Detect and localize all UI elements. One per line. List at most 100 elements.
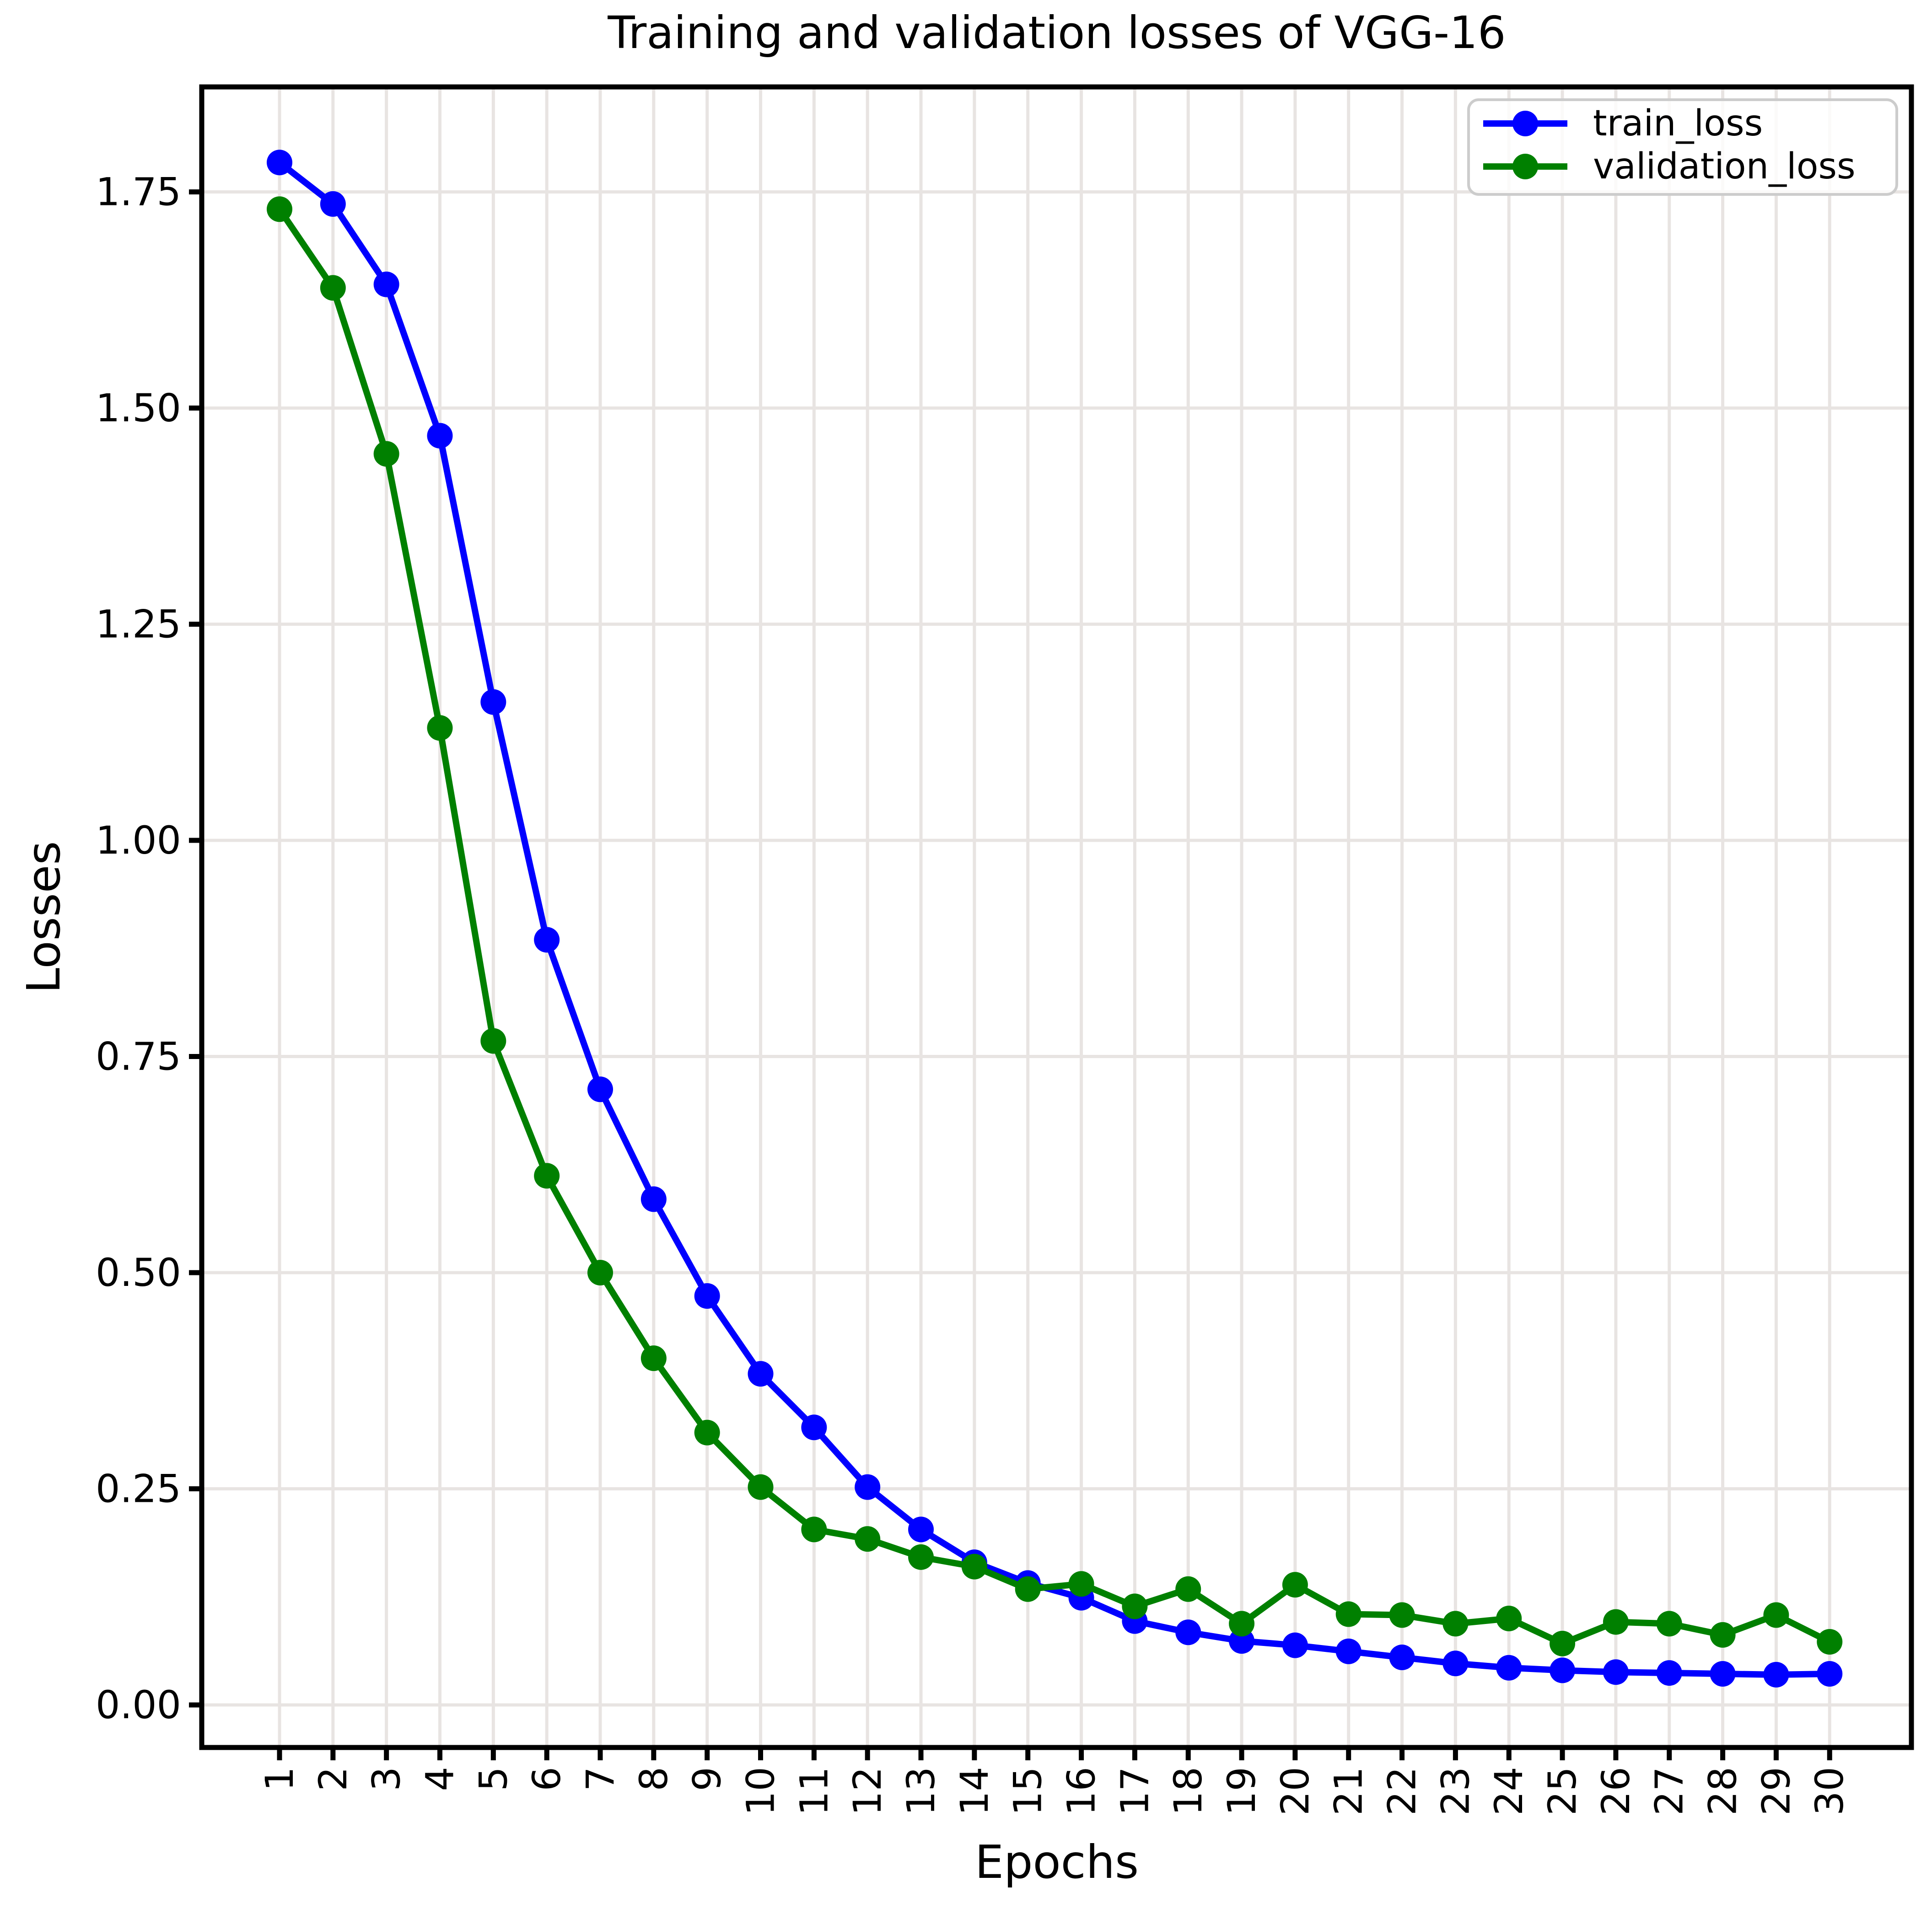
x-tick-label: 21 (1326, 1767, 1371, 1816)
data-point-validation_loss (373, 441, 399, 467)
data-point-train_loss (748, 1361, 774, 1387)
data-point-validation_loss (1603, 1609, 1629, 1635)
data-point-validation_loss (266, 196, 292, 222)
data-point-validation_loss (534, 1163, 560, 1189)
data-point-train_loss (427, 423, 453, 449)
data-point-validation_loss (1175, 1576, 1201, 1602)
data-point-validation_loss (1229, 1611, 1255, 1637)
y-tick-label: 0.25 (96, 1467, 181, 1511)
x-tick-label: 4 (418, 1767, 463, 1791)
data-point-validation_loss (1656, 1611, 1682, 1637)
data-point-validation_loss (427, 715, 453, 741)
x-tick-label: 18 (1166, 1767, 1211, 1816)
data-point-validation_loss (1550, 1630, 1576, 1656)
x-tick-label: 28 (1701, 1767, 1745, 1816)
x-tick-label: 8 (631, 1767, 676, 1791)
data-point-train_loss (1656, 1660, 1682, 1686)
data-point-train_loss (1710, 1661, 1736, 1687)
data-point-validation_loss (1335, 1601, 1362, 1627)
x-tick-label: 24 (1486, 1767, 1531, 1816)
data-point-validation_loss (640, 1345, 667, 1371)
x-tick-label: 30 (1807, 1767, 1852, 1816)
data-point-train_loss (1496, 1655, 1522, 1681)
x-tick-label: 22 (1380, 1767, 1425, 1816)
y-tick-label: 1.00 (96, 818, 181, 863)
tick-layer: 0.000.250.500.751.001.251.501.751 2 3 4 5 6 7 8… (96, 169, 1852, 1815)
data-point-train_loss (587, 1076, 614, 1102)
x-tick-label: 5 (471, 1767, 516, 1791)
data-point-train_loss (1442, 1651, 1469, 1677)
x-tick-label: 14 (952, 1767, 997, 1816)
data-point-train_loss (480, 689, 506, 715)
x-tick-label: 16 (1059, 1767, 1104, 1816)
data-point-validation_loss (480, 1028, 506, 1054)
y-tick-label: 0.50 (96, 1250, 181, 1295)
validation_loss-line (276, 206, 1833, 1647)
x-tick-label: 26 (1593, 1767, 1638, 1816)
data-point-validation_loss (855, 1526, 881, 1552)
data-point-train_loss (1175, 1619, 1201, 1645)
data-point-validation_loss (1282, 1572, 1308, 1598)
data-point-train_loss (1282, 1632, 1308, 1658)
x-tick-label: 15 (1006, 1767, 1050, 1816)
plot-border (199, 84, 1914, 1750)
grid-layer (202, 87, 1911, 1747)
data-point-train_loss (534, 927, 560, 953)
data-point-validation_loss (320, 275, 346, 301)
data-point-validation_loss (587, 1259, 614, 1285)
y-tick-label: 1.75 (96, 169, 181, 214)
y-tick-label: 1.25 (96, 602, 181, 646)
data-point-train_loss (266, 150, 292, 176)
legend: train_loss validation_loss (1467, 98, 1898, 196)
x-tick-label: 25 (1540, 1767, 1585, 1816)
data-point-train_loss (1817, 1661, 1843, 1687)
x-tick-label: 13 (899, 1767, 943, 1816)
data-point-validation_loss (801, 1516, 827, 1543)
chart-title: Training and validation losses of VGG-16 (607, 7, 1506, 59)
x-tick-label: 23 (1433, 1767, 1478, 1816)
y-axis-label: Losses (17, 841, 70, 994)
legend-train-label: train_loss (1593, 103, 1763, 144)
legend-box (1467, 98, 1898, 196)
x-tick-label: 9 (685, 1767, 730, 1791)
data-point-train_loss (1550, 1657, 1576, 1683)
data-point-validation_loss (1068, 1571, 1094, 1597)
data-point-train_loss (1335, 1638, 1362, 1664)
data-point-validation_loss (1817, 1629, 1843, 1655)
x-tick-label: 3 (364, 1767, 409, 1791)
legend-validation-label: validation_loss (1593, 146, 1856, 187)
x-tick-label: 2 (311, 1767, 355, 1791)
data-point-validation_loss (1763, 1602, 1789, 1628)
x-tick-label: 10 (738, 1767, 783, 1816)
train_loss-line (276, 159, 1833, 1678)
x-axis-label: Epochs (975, 1835, 1139, 1889)
y-tick-label: 0.00 (96, 1683, 181, 1727)
data-point-validation_loss (1015, 1576, 1041, 1602)
data-point-validation_loss (1496, 1606, 1522, 1632)
data-point-validation_loss (908, 1544, 934, 1570)
data-point-train_loss (1603, 1659, 1629, 1685)
data-point-train_loss (801, 1414, 827, 1441)
x-tick-label: 17 (1112, 1767, 1157, 1816)
data-point-validation_loss (1442, 1611, 1469, 1637)
x-tick-label: 7 (578, 1767, 623, 1791)
x-tick-label: 27 (1647, 1767, 1692, 1816)
legend-train-marker-icon (1512, 111, 1538, 136)
x-tick-label: 29 (1754, 1767, 1798, 1816)
data-point-validation_loss (748, 1474, 774, 1500)
data-point-validation_loss (694, 1419, 720, 1446)
data-point-train_loss (640, 1186, 667, 1212)
series-layer (266, 150, 1843, 1688)
x-tick-label: 12 (845, 1767, 890, 1816)
data-point-validation_loss (1122, 1593, 1148, 1619)
data-point-train_loss (1389, 1645, 1415, 1671)
data-point-validation_loss (961, 1554, 987, 1580)
x-tick-label: 1 (257, 1767, 302, 1791)
data-point-validation_loss (1710, 1622, 1736, 1648)
data-point-validation_loss (1389, 1602, 1415, 1628)
y-tick-label: 0.75 (96, 1034, 181, 1079)
data-point-train_loss (320, 191, 346, 217)
data-point-train_loss (1763, 1661, 1789, 1688)
x-tick-label: 6 (524, 1767, 569, 1791)
